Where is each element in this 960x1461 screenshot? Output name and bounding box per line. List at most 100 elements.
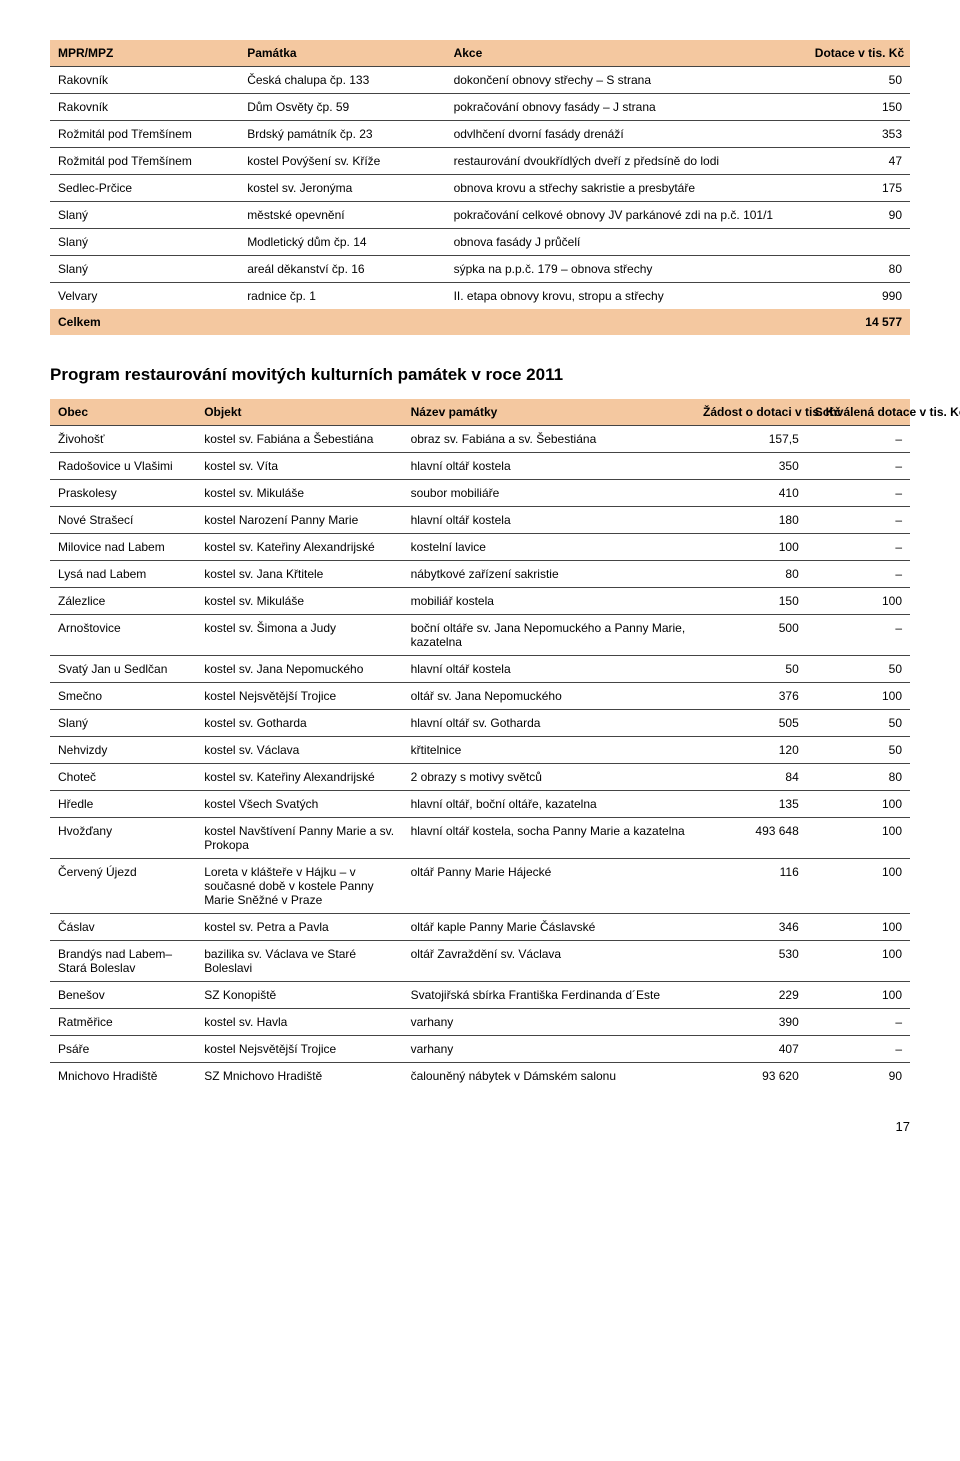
table-cell: SZ Mnichovo Hradiště (196, 1063, 402, 1090)
table-cell: 353 (807, 121, 910, 148)
table-cell: 505 (695, 710, 807, 737)
table-cell: – (807, 480, 910, 507)
table-cell: 493 648 (695, 818, 807, 859)
col-akce: Akce (446, 40, 807, 67)
table-cell: nábytkové zařízení sakristie (403, 561, 695, 588)
table-cell: Praskolesy (50, 480, 196, 507)
table-row: Slanýměstské opevněnípokračování celkové… (50, 202, 910, 229)
table-cell: 50 (807, 737, 910, 764)
table-cell: kostel Povýšení sv. Kříže (239, 148, 445, 175)
table-cell: kostelní lavice (403, 534, 695, 561)
table-cell: 175 (807, 175, 910, 202)
table-cell: oltář sv. Jana Nepomuckého (403, 683, 695, 710)
col-schvalena: Schválená dotace v tis. Kč (807, 399, 910, 426)
table-cell: oltář Zavraždění sv. Václava (403, 941, 695, 982)
table-cell: čalouněný nábytek v Dámském salonu (403, 1063, 695, 1090)
table-cell: Lysá nad Labem (50, 561, 196, 588)
table-row: Brandýs nad Labem– Stará Boleslavbazilik… (50, 941, 910, 982)
table-cell: 100 (695, 534, 807, 561)
table-cell: 100 (807, 791, 910, 818)
table-cell: hlavní oltář sv. Gotharda (403, 710, 695, 737)
table-cell: 100 (807, 588, 910, 615)
table-cell: sýpka na p.p.č. 179 – obnova střechy (446, 256, 807, 283)
col-pamatka: Památka (239, 40, 445, 67)
table-cell: 390 (695, 1009, 807, 1036)
table-cell: Benešov (50, 982, 196, 1009)
table-cell: Choteč (50, 764, 196, 791)
table-cell: Velvary (50, 283, 239, 310)
table-cell: Nehvizdy (50, 737, 196, 764)
table-cell: kostel sv. Gotharda (196, 710, 402, 737)
table-cell: 2 obrazy s motivy světců (403, 764, 695, 791)
table-cell: kostel sv. Mikuláše (196, 588, 402, 615)
table-cell: Rožmitál pod Třemšínem (50, 121, 239, 148)
table-cell: 346 (695, 914, 807, 941)
table-cell: hlavní oltář, boční oltáře, kazatelna (403, 791, 695, 818)
table-cell: Slaný (50, 202, 239, 229)
table-cell: Česká chalupa čp. 133 (239, 67, 445, 94)
table-cell: Rakovník (50, 94, 239, 121)
table-cell: 100 (807, 914, 910, 941)
table-cell: areál děkanství čp. 16 (239, 256, 445, 283)
col-objekt: Objekt (196, 399, 402, 426)
table-row: Lysá nad Labemkostel sv. Jana Křtitelená… (50, 561, 910, 588)
col-mpr: MPR/MPZ (50, 40, 239, 67)
table-cell: Arnoštovice (50, 615, 196, 656)
col-dotace: Dotace v tis. Kč (807, 40, 910, 67)
col-obec: Obec (50, 399, 196, 426)
table-row: Nové Strašecíkostel Narození Panny Marie… (50, 507, 910, 534)
table-cell: Hředle (50, 791, 196, 818)
table-cell: kostel Nejsvětější Trojice (196, 683, 402, 710)
table-header-row: Obec Objekt Název památky Žádost o dotac… (50, 399, 910, 426)
table-row: Psářekostel Nejsvětější Trojicevarhany40… (50, 1036, 910, 1063)
table-row: Sedlec-Prčicekostel sv. Jeronýmaobnova k… (50, 175, 910, 202)
table-cell: 50 (695, 656, 807, 683)
table-cell: Nové Strašecí (50, 507, 196, 534)
col-nazev: Název památky (403, 399, 695, 426)
table-cell: restaurování dvoukřídlých dveří z předsí… (446, 148, 807, 175)
table-cell: Radošovice u Vlašimi (50, 453, 196, 480)
table-row: RakovníkČeská chalupa čp. 133dokončení o… (50, 67, 910, 94)
table-cell: Sedlec-Prčice (50, 175, 239, 202)
table-row: Svatý Jan u Sedlčankostel sv. Jana Nepom… (50, 656, 910, 683)
table-cell: kostel sv. Šimona a Judy (196, 615, 402, 656)
table-cell (807, 229, 910, 256)
table-dotace: MPR/MPZ Památka Akce Dotace v tis. Kč Ra… (50, 40, 910, 335)
table-row: Červený ÚjezdLoreta v klášteře v Hájku –… (50, 859, 910, 914)
table-cell: 410 (695, 480, 807, 507)
table-cell: – (807, 507, 910, 534)
table-cell: 376 (695, 683, 807, 710)
table-cell: varhany (403, 1009, 695, 1036)
table-cell: varhany (403, 1036, 695, 1063)
table-row: Praskolesykostel sv. Mikulášesoubor mobi… (50, 480, 910, 507)
section-title: Program restaurování movitých kulturních… (50, 365, 910, 385)
table-cell: kostel sv. Víta (196, 453, 402, 480)
table-cell: 150 (807, 94, 910, 121)
table-cell: 100 (807, 818, 910, 859)
table-cell: oltář kaple Panny Marie Čáslavské (403, 914, 695, 941)
table-header-row: MPR/MPZ Památka Akce Dotace v tis. Kč (50, 40, 910, 67)
table-cell: městské opevnění (239, 202, 445, 229)
table-cell: radnice čp. 1 (239, 283, 445, 310)
table-cell: Čáslav (50, 914, 196, 941)
table-row: Zálezlicekostel sv. Mikulášemobiliář kos… (50, 588, 910, 615)
table-cell: 93 620 (695, 1063, 807, 1090)
table-cell: Hvožďany (50, 818, 196, 859)
table-cell: hlavní oltář kostela, socha Panny Marie … (403, 818, 695, 859)
table-program: Obec Objekt Název památky Žádost o dotac… (50, 399, 910, 1089)
table-cell: 150 (695, 588, 807, 615)
table-cell: Milovice nad Labem (50, 534, 196, 561)
table-cell: 530 (695, 941, 807, 982)
table-row: Čáslavkostel sv. Petra a Pavlaoltář kapl… (50, 914, 910, 941)
table-cell: kostel Narození Panny Marie (196, 507, 402, 534)
table-cell: kostel sv. Mikuláše (196, 480, 402, 507)
table-row: Smečnokostel Nejsvětější Trojiceoltář sv… (50, 683, 910, 710)
table-row: Slanýkostel sv. Gothardahlavní oltář sv.… (50, 710, 910, 737)
table-total-row: Celkem 14 577 (50, 309, 910, 335)
table-cell: Živohošť (50, 426, 196, 453)
table-cell: soubor mobiliáře (403, 480, 695, 507)
total-label: Celkem (50, 309, 807, 335)
table-cell: – (807, 453, 910, 480)
table-cell: kostel sv. Jana Křtitele (196, 561, 402, 588)
table-cell: Svatý Jan u Sedlčan (50, 656, 196, 683)
